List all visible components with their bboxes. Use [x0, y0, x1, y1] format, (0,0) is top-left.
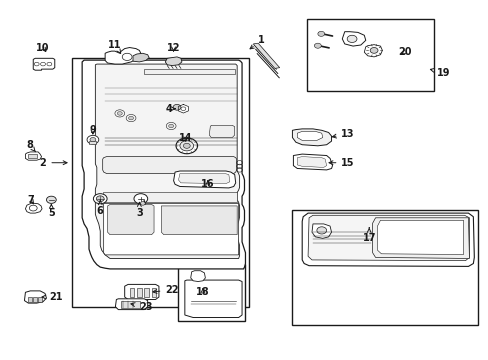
Polygon shape	[311, 224, 331, 238]
Text: 23: 23	[131, 302, 152, 312]
Polygon shape	[297, 157, 326, 167]
Bar	[137, 288, 142, 297]
Text: 8: 8	[26, 140, 36, 152]
Bar	[89, 141, 96, 144]
Polygon shape	[82, 60, 245, 269]
Polygon shape	[372, 218, 468, 258]
Polygon shape	[307, 215, 468, 261]
Polygon shape	[292, 129, 331, 146]
Circle shape	[314, 43, 321, 48]
Text: 17: 17	[362, 228, 375, 243]
Polygon shape	[102, 157, 236, 174]
Bar	[33, 297, 37, 302]
Circle shape	[317, 31, 324, 36]
Polygon shape	[33, 58, 55, 70]
Polygon shape	[293, 154, 332, 170]
Circle shape	[87, 135, 99, 144]
Text: 16: 16	[201, 179, 214, 189]
Text: 12: 12	[166, 42, 180, 53]
Text: 1: 1	[249, 35, 264, 49]
Polygon shape	[342, 32, 365, 46]
Polygon shape	[24, 291, 46, 303]
Bar	[38, 297, 41, 302]
Text: 5: 5	[48, 204, 55, 218]
Polygon shape	[107, 204, 154, 235]
Circle shape	[316, 227, 326, 234]
Bar	[121, 301, 140, 308]
Text: 7: 7	[27, 195, 34, 205]
Bar	[72, 58, 249, 307]
Text: 4: 4	[165, 104, 175, 114]
Circle shape	[369, 48, 377, 53]
Polygon shape	[95, 64, 239, 258]
Circle shape	[128, 116, 133, 120]
Polygon shape	[178, 104, 188, 113]
Polygon shape	[103, 203, 238, 255]
Polygon shape	[190, 271, 205, 282]
Text: 20: 20	[397, 47, 411, 57]
Polygon shape	[178, 174, 229, 184]
Polygon shape	[165, 57, 182, 66]
Bar	[178, 264, 244, 321]
Polygon shape	[173, 171, 235, 188]
Polygon shape	[302, 213, 473, 266]
Polygon shape	[377, 220, 463, 255]
Polygon shape	[102, 192, 236, 202]
Polygon shape	[364, 45, 382, 57]
Polygon shape	[133, 53, 149, 62]
Polygon shape	[161, 206, 237, 235]
Circle shape	[180, 141, 193, 151]
Bar	[144, 288, 149, 297]
Bar	[292, 210, 477, 325]
Bar	[129, 288, 134, 297]
Circle shape	[96, 196, 104, 202]
Circle shape	[183, 143, 190, 148]
Circle shape	[168, 124, 173, 128]
Text: 14: 14	[179, 132, 192, 143]
Text: 6: 6	[97, 200, 103, 216]
Text: 19: 19	[429, 68, 450, 78]
Text: 11: 11	[108, 40, 122, 53]
Polygon shape	[115, 299, 147, 310]
Bar	[28, 154, 37, 158]
Text: 3: 3	[136, 202, 142, 218]
Text: 13: 13	[332, 129, 354, 139]
Text: 10: 10	[36, 42, 50, 53]
Text: 22: 22	[153, 285, 179, 295]
Text: 9: 9	[89, 125, 96, 135]
Bar	[28, 297, 32, 302]
Text: 15: 15	[328, 158, 354, 168]
Bar	[151, 288, 156, 297]
Polygon shape	[105, 48, 141, 64]
Circle shape	[346, 35, 356, 42]
Polygon shape	[253, 43, 279, 68]
Polygon shape	[144, 69, 234, 74]
Polygon shape	[124, 284, 159, 300]
Circle shape	[176, 138, 197, 154]
Circle shape	[117, 112, 122, 115]
Polygon shape	[25, 152, 41, 160]
Bar	[306, 19, 433, 91]
Polygon shape	[297, 131, 322, 140]
Polygon shape	[184, 280, 242, 318]
Text: 2: 2	[40, 158, 67, 168]
Circle shape	[140, 202, 145, 205]
Text: 21: 21	[42, 292, 63, 302]
Circle shape	[134, 194, 147, 204]
Circle shape	[93, 194, 107, 204]
Circle shape	[46, 196, 56, 203]
Polygon shape	[25, 203, 42, 213]
Circle shape	[90, 138, 96, 142]
Polygon shape	[209, 125, 234, 138]
Text: 18: 18	[196, 287, 209, 297]
Circle shape	[173, 104, 181, 110]
